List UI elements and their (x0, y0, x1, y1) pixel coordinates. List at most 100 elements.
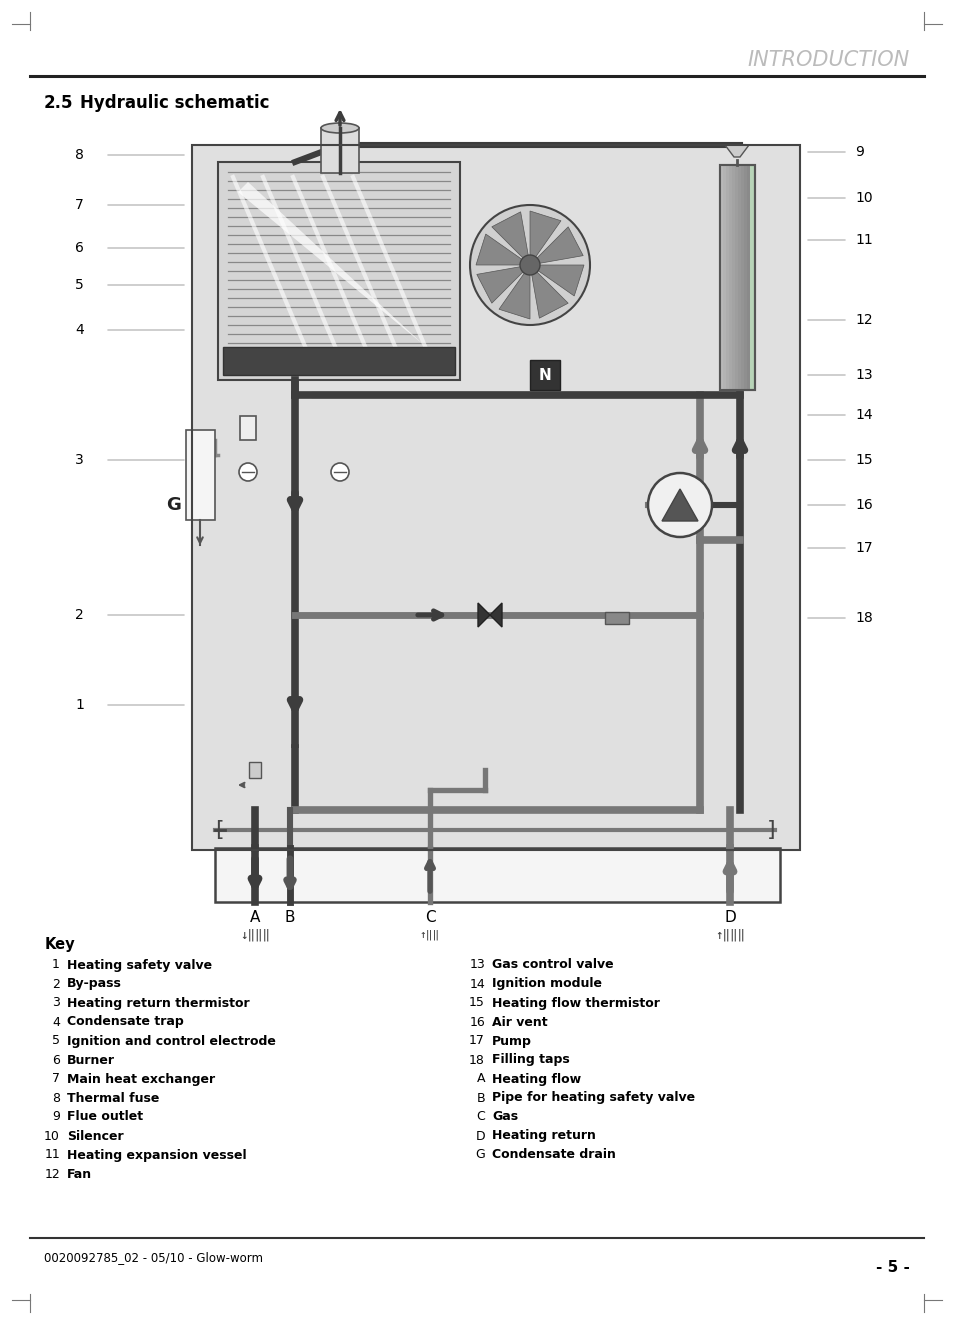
Text: 18: 18 (854, 610, 872, 625)
Text: Key: Key (45, 937, 75, 952)
Bar (249, 763, 261, 779)
Text: N: N (538, 368, 551, 383)
Text: Condensate trap: Condensate trap (67, 1016, 184, 1029)
Text: Heating flow: Heating flow (492, 1072, 580, 1086)
Text: 5: 5 (75, 278, 84, 293)
Polygon shape (536, 265, 583, 297)
Text: A: A (476, 1072, 484, 1086)
Text: 18: 18 (469, 1054, 484, 1067)
Text: Thermal fuse: Thermal fuse (67, 1091, 159, 1104)
Text: 4: 4 (75, 323, 84, 338)
Text: G: G (475, 1148, 484, 1161)
Text: Ignition and control electrode: Ignition and control electrode (67, 1034, 275, 1047)
Text: Pipe for heating safety valve: Pipe for heating safety valve (492, 1091, 695, 1104)
Bar (720, 166, 754, 391)
Text: 2: 2 (52, 977, 60, 990)
Text: Heating return: Heating return (492, 1129, 596, 1143)
Text: Flue outlet: Flue outlet (67, 1111, 143, 1124)
Text: A: A (250, 911, 260, 925)
Text: Main heat exchanger: Main heat exchanger (67, 1072, 214, 1086)
Polygon shape (477, 602, 490, 628)
Polygon shape (724, 146, 748, 158)
Text: Condensate drain: Condensate drain (492, 1148, 616, 1161)
Text: Heating expansion vessel: Heating expansion vessel (67, 1148, 247, 1161)
Text: 11: 11 (44, 1148, 60, 1161)
Text: Pump: Pump (492, 1034, 532, 1047)
Bar (734, 166, 738, 391)
Bar (725, 166, 728, 391)
Bar (720, 166, 754, 391)
Text: D: D (723, 911, 735, 925)
Text: Gas control valve: Gas control valve (492, 959, 613, 972)
Text: 7: 7 (52, 1072, 60, 1086)
Text: Ignition module: Ignition module (492, 977, 601, 990)
Bar (320, 128, 358, 173)
Text: C: C (476, 1111, 484, 1124)
Text: Heating safety valve: Heating safety valve (67, 959, 212, 972)
Bar (746, 166, 749, 391)
Bar (223, 347, 455, 375)
Text: 9: 9 (854, 146, 863, 159)
Text: 8: 8 (52, 1091, 60, 1104)
Text: Heating flow thermistor: Heating flow thermistor (492, 997, 659, 1009)
Text: ↑‖‖‖: ↑‖‖‖ (714, 928, 744, 941)
Text: 12: 12 (854, 312, 872, 327)
Text: 15: 15 (469, 997, 484, 1009)
Bar (214, 847, 780, 902)
Bar (240, 416, 255, 440)
Circle shape (647, 473, 711, 538)
Text: ↓‖‖‖: ↓‖‖‖ (240, 928, 270, 941)
Text: G: G (166, 496, 181, 514)
Polygon shape (531, 270, 568, 318)
Text: 2: 2 (75, 608, 84, 622)
Polygon shape (237, 181, 439, 360)
Text: 16: 16 (854, 498, 872, 512)
Bar (604, 612, 628, 624)
Polygon shape (476, 234, 523, 265)
Text: 17: 17 (854, 542, 872, 555)
Text: ]: ] (765, 820, 774, 839)
Text: Gas: Gas (492, 1111, 517, 1124)
Polygon shape (490, 602, 501, 628)
Text: Heating return thermistor: Heating return thermistor (67, 997, 250, 1009)
Text: 13: 13 (854, 368, 872, 383)
Text: 5: 5 (52, 1034, 60, 1047)
Text: B: B (476, 1091, 484, 1104)
Text: 10: 10 (854, 191, 872, 205)
Text: Air vent: Air vent (492, 1016, 547, 1029)
Circle shape (239, 463, 256, 481)
Bar (192, 146, 800, 850)
Polygon shape (661, 489, 698, 522)
Polygon shape (535, 226, 582, 263)
Text: Silencer: Silencer (67, 1129, 124, 1143)
Bar (738, 166, 740, 391)
Circle shape (519, 256, 539, 275)
Text: - 5 -: - 5 - (875, 1260, 909, 1275)
Text: 15: 15 (854, 453, 872, 467)
Text: 14: 14 (469, 977, 484, 990)
Text: By-pass: By-pass (67, 977, 122, 990)
Text: B: B (284, 911, 294, 925)
Bar (192, 146, 800, 850)
Text: C: C (424, 911, 435, 925)
Text: 0020092785_02 - 05/10 - Glow-worm: 0020092785_02 - 05/10 - Glow-worm (44, 1251, 263, 1264)
Text: D: D (475, 1129, 484, 1143)
Text: 11: 11 (854, 233, 872, 248)
Text: Burner: Burner (67, 1054, 115, 1067)
Polygon shape (530, 211, 560, 258)
Text: 14: 14 (854, 408, 872, 422)
Text: 2.5: 2.5 (44, 94, 73, 113)
Text: 1: 1 (75, 698, 84, 712)
Text: 17: 17 (469, 1034, 484, 1047)
Text: Hydraulic schematic: Hydraulic schematic (80, 94, 269, 113)
Polygon shape (492, 212, 528, 260)
Text: Fan: Fan (67, 1168, 92, 1181)
Ellipse shape (320, 123, 358, 132)
Polygon shape (476, 266, 524, 303)
Text: 10: 10 (44, 1129, 60, 1143)
Bar (728, 166, 731, 391)
Text: 8: 8 (75, 148, 84, 162)
Bar (731, 166, 734, 391)
Circle shape (470, 205, 589, 324)
Polygon shape (498, 271, 530, 319)
